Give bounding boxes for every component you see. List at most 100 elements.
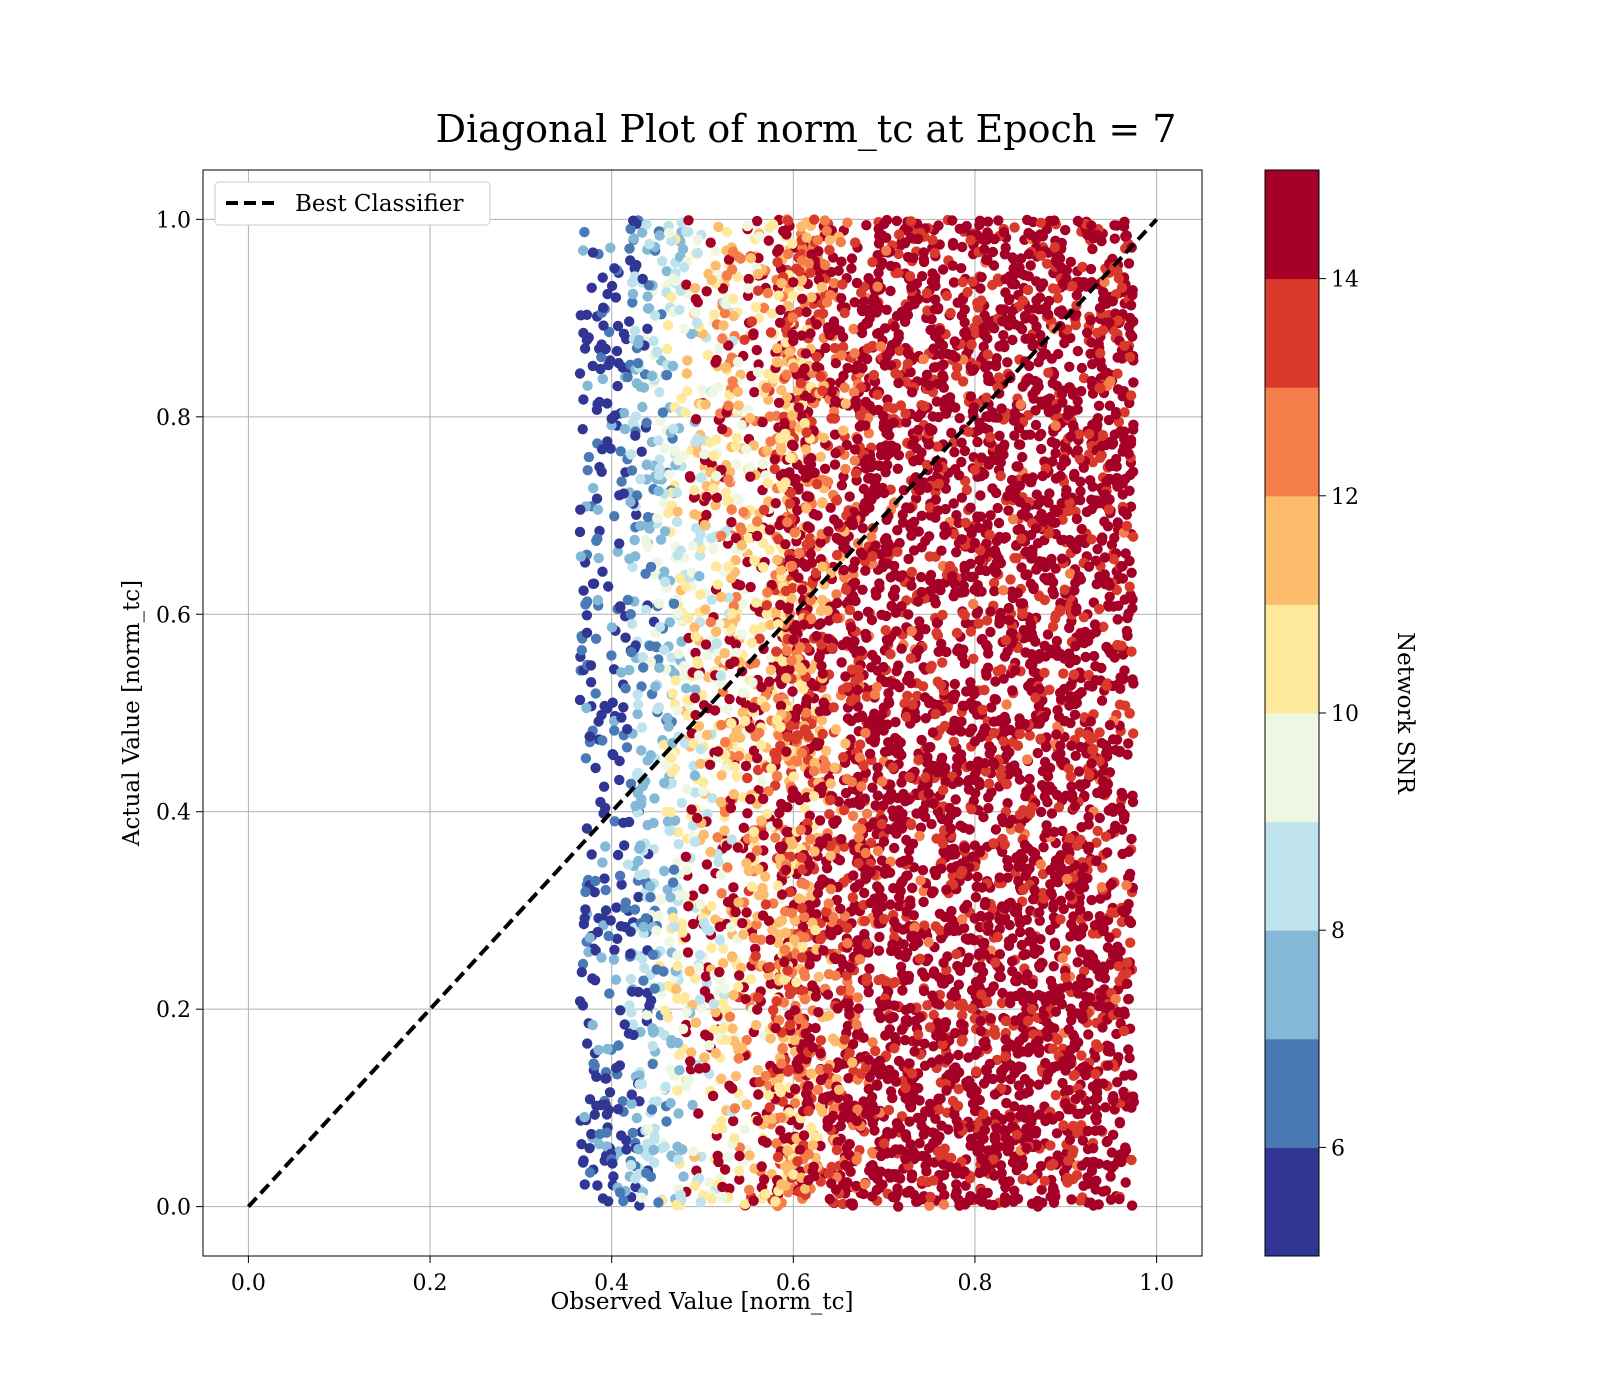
- scatter-point: [671, 993, 683, 1004]
- scatter-point: [628, 215, 639, 226]
- scatter-point: [1051, 284, 1062, 295]
- scatter-point: [710, 500, 721, 511]
- scatter-point: [866, 1091, 878, 1103]
- scatter-point: [584, 1167, 596, 1178]
- scatter-point: [737, 918, 748, 929]
- scatter-point: [621, 1135, 632, 1146]
- scatter-point: [674, 1049, 685, 1061]
- scatter-point: [1026, 1004, 1038, 1015]
- scatter-point: [1126, 1200, 1138, 1211]
- scatter-point: [1003, 294, 1015, 306]
- scatter-point: [760, 1189, 771, 1200]
- scatter-point: [639, 962, 650, 974]
- scatter-point: [863, 1083, 874, 1095]
- scatter-point: [616, 712, 627, 723]
- scatter-point: [690, 647, 701, 659]
- scatter-point: [609, 816, 620, 827]
- scatter-point: [615, 1005, 626, 1016]
- scatter-point: [972, 962, 983, 973]
- scatter-point: [1065, 691, 1076, 702]
- scatter-point: [1012, 740, 1024, 751]
- scatter-point: [731, 459, 742, 470]
- scatter-point: [874, 931, 885, 943]
- scatter-point: [758, 562, 769, 573]
- scatter-point: [618, 407, 630, 419]
- scatter-point: [736, 540, 747, 551]
- scatter-point: [609, 725, 620, 736]
- scatter-point: [1105, 376, 1116, 387]
- scatter-point: [1070, 319, 1082, 331]
- scatter-point: [753, 359, 764, 370]
- scatter-point: [968, 653, 979, 664]
- scatter-point: [936, 752, 948, 763]
- scatter-point: [630, 1181, 641, 1193]
- scatter-point: [681, 784, 693, 795]
- scatter-point: [602, 398, 613, 409]
- scatter-point: [636, 681, 647, 692]
- scatter-point: [753, 252, 764, 264]
- scatter-point: [678, 661, 690, 672]
- scatter-point: [816, 715, 828, 726]
- scatter-point: [929, 304, 940, 315]
- scatter-point: [689, 770, 701, 781]
- scatter-point: [1006, 586, 1017, 597]
- scatter-point: [771, 609, 782, 620]
- scatter-point: [812, 510, 823, 521]
- scatter-point: [1068, 1120, 1079, 1132]
- scatter-point: [965, 502, 976, 513]
- scatter-point: [1126, 567, 1137, 578]
- scatter-point: [1044, 488, 1055, 499]
- scatter-point: [916, 271, 928, 282]
- scatter-point: [984, 432, 996, 443]
- scatter-point: [953, 1121, 964, 1132]
- scatter-point: [1007, 252, 1018, 263]
- scatter-point: [776, 384, 787, 396]
- scatter-point: [1027, 389, 1038, 400]
- scatter-point: [657, 256, 668, 267]
- scatter-point: [615, 446, 626, 457]
- scatter-point: [1030, 419, 1042, 431]
- scatter-point: [611, 902, 622, 913]
- scatter-point: [918, 896, 929, 908]
- scatter-point: [701, 491, 712, 503]
- scatter-point: [857, 523, 868, 534]
- scatter-point: [817, 497, 828, 508]
- scatter-point: [1108, 553, 1119, 565]
- scatter-point: [934, 1054, 945, 1065]
- scatter-point: [865, 837, 877, 849]
- scatter-point: [593, 552, 604, 564]
- scatter-point: [579, 343, 591, 354]
- scatter-point: [719, 1164, 731, 1175]
- scatter-point: [741, 1034, 752, 1046]
- scatter-point: [772, 357, 783, 368]
- scatter-point: [648, 335, 659, 347]
- scatter-point: [590, 633, 602, 644]
- scatter-point: [842, 1093, 853, 1105]
- scatter-point: [745, 581, 756, 593]
- scatter-point: [1018, 1032, 1029, 1043]
- scatter-point: [1036, 443, 1047, 455]
- scatter-point: [616, 667, 627, 678]
- scatter-point: [824, 809, 835, 820]
- scatter-point: [679, 992, 690, 1003]
- scatter-point: [622, 371, 633, 383]
- scatter-point: [1009, 407, 1020, 418]
- scatter-point: [621, 742, 633, 753]
- scatter-point: [1070, 750, 1081, 761]
- scatter-point: [1037, 1197, 1048, 1208]
- scatter-point: [903, 974, 914, 985]
- scatter-point: [672, 506, 683, 517]
- scatter-point: [1091, 855, 1102, 866]
- scatter-point: [733, 981, 744, 993]
- scatter-point: [736, 525, 747, 536]
- scatter-point: [1086, 894, 1097, 906]
- scatter-point: [671, 487, 683, 498]
- scatter-point: [952, 362, 963, 373]
- scatter-point: [771, 754, 782, 765]
- scatter-point: [638, 382, 650, 393]
- scatter-point: [874, 578, 885, 589]
- scatter-point: [680, 851, 692, 862]
- scatter-point: [883, 1104, 895, 1116]
- scatter-point: [788, 771, 799, 782]
- scatter-point: [730, 555, 741, 566]
